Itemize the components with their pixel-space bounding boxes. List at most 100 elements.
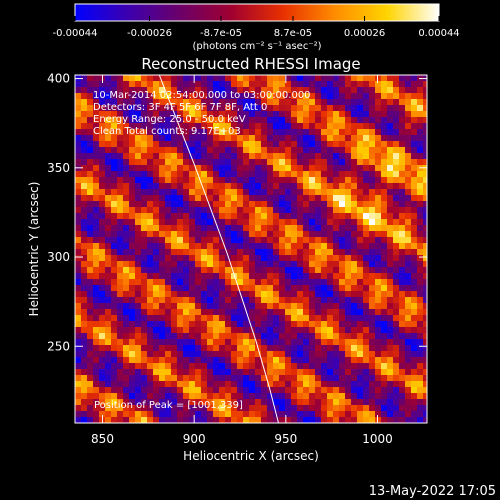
heatmap-cell [135, 255, 142, 262]
heatmap-cell [243, 417, 250, 423]
heatmap-cell [237, 303, 244, 310]
heatmap-cell [135, 123, 142, 130]
heatmap-cell [333, 117, 340, 124]
heatmap-cell [369, 387, 376, 394]
heatmap-cell [303, 285, 310, 292]
heatmap-cell [273, 123, 280, 130]
heatmap-cell [291, 363, 298, 370]
heatmap-cell [273, 321, 280, 328]
heatmap-cell [321, 357, 328, 364]
heatmap-cell [309, 345, 316, 352]
heatmap-cell [93, 117, 100, 124]
heatmap-cell [75, 135, 82, 142]
heatmap-cell [135, 279, 142, 286]
heatmap-cell [261, 87, 268, 94]
colorbar-tick-label: -0.00044 [53, 28, 98, 39]
heatmap-cell [285, 351, 292, 358]
heatmap-cell [99, 375, 106, 382]
heatmap-cell [231, 297, 238, 304]
heatmap-cell [99, 81, 106, 88]
heatmap-cell [159, 219, 166, 226]
heatmap-cell [159, 375, 166, 382]
heatmap-cell [273, 297, 280, 304]
heatmap-cell [153, 189, 160, 196]
heatmap-cell [195, 225, 202, 232]
heatmap-cell [261, 279, 268, 286]
heatmap-cell [267, 321, 274, 328]
heatmap-cell [231, 183, 238, 190]
heatmap-cell [123, 411, 130, 418]
heatmap-cell [153, 255, 160, 262]
heatmap-cell [303, 249, 310, 256]
heatmap-cell [363, 417, 370, 423]
heatmap-cell [105, 357, 112, 364]
heatmap-cell [291, 273, 298, 280]
heatmap-cell [291, 225, 298, 232]
heatmap-cell [327, 183, 334, 190]
heatmap-cell [291, 357, 298, 364]
heatmap-cell [261, 177, 268, 184]
heatmap-cell [291, 321, 298, 328]
heatmap-cell [159, 285, 166, 292]
heatmap-cell [363, 231, 370, 238]
heatmap-cell [75, 321, 82, 328]
heatmap-cell [321, 93, 328, 100]
heatmap-cell [339, 165, 346, 172]
heatmap-cell [375, 291, 382, 298]
heatmap-cell [369, 165, 376, 172]
heatmap-cell [315, 249, 322, 256]
heatmap-cell [345, 189, 352, 196]
heatmap-cell [93, 183, 100, 190]
heatmap-cell [339, 87, 346, 94]
heatmap-cell [303, 399, 310, 406]
heatmap-cell [285, 213, 292, 220]
heatmap-cell [255, 177, 262, 184]
heatmap-cell [219, 129, 226, 136]
heatmap-cell [285, 183, 292, 190]
heatmap-cell [375, 387, 382, 394]
heatmap-cell [99, 411, 106, 418]
heatmap-cell [363, 147, 370, 154]
heatmap-cell [351, 357, 358, 364]
heatmap-cell [153, 207, 160, 214]
heatmap-cell [117, 363, 124, 370]
heatmap-cell [165, 117, 172, 124]
heatmap-cell [129, 369, 136, 376]
heatmap-cell [357, 207, 364, 214]
heatmap-cell [393, 93, 400, 100]
heatmap-cell [423, 315, 427, 322]
heatmap-cell [351, 369, 358, 376]
heatmap-cell [423, 279, 427, 286]
heatmap-cell [411, 243, 418, 250]
heatmap-cell [105, 231, 112, 238]
heatmap-cell [375, 99, 382, 106]
heatmap-cell [141, 225, 148, 232]
heatmap-cell [381, 291, 388, 298]
heatmap-cell [93, 393, 100, 400]
heatmap-cell [195, 177, 202, 184]
heatmap-cell [417, 375, 424, 382]
heatmap-cell [153, 225, 160, 232]
heatmap-cell [279, 243, 286, 250]
heatmap-cell [279, 321, 286, 328]
heatmap-cell [207, 303, 214, 310]
heatmap-cell [363, 399, 370, 406]
heatmap-cell [369, 177, 376, 184]
heatmap-cell [99, 237, 106, 244]
heatmap-cell [399, 129, 406, 136]
heatmap-cell [219, 327, 226, 334]
heatmap-cell [273, 333, 280, 340]
heatmap-cell [159, 333, 166, 340]
heatmap-cell [273, 153, 280, 160]
heatmap-cell [225, 339, 232, 346]
heatmap-cell [207, 267, 214, 274]
heatmap-cell [273, 111, 280, 118]
heatmap-cell [321, 399, 328, 406]
heatmap-cell [255, 315, 262, 322]
heatmap-cell [129, 135, 136, 142]
heatmap-cell [213, 153, 220, 160]
heatmap-cell [267, 261, 274, 268]
heatmap-cell [273, 375, 280, 382]
heatmap-cell [87, 99, 94, 106]
heatmap-cell [393, 261, 400, 268]
